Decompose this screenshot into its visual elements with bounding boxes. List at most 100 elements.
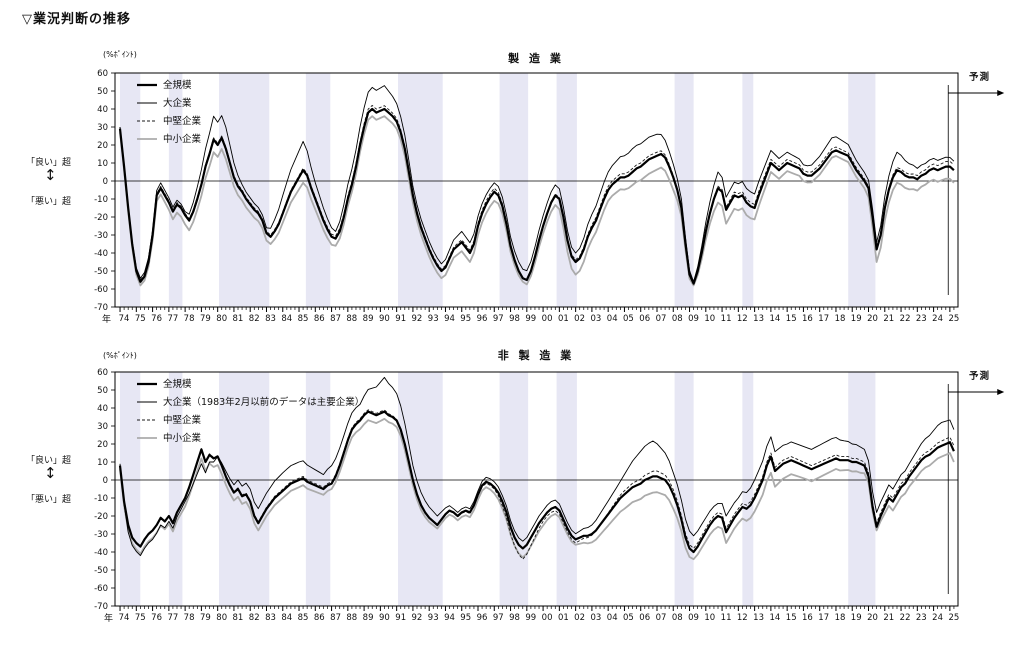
svg-text:78: 78 xyxy=(184,314,195,324)
svg-text:18: 18 xyxy=(835,613,846,623)
svg-text:-60: -60 xyxy=(94,285,108,295)
svg-text:78: 78 xyxy=(184,613,195,623)
bad-side-label-bottom: 「悪い」超 xyxy=(26,495,72,505)
svg-text:12: 12 xyxy=(737,314,748,324)
svg-text:25: 25 xyxy=(948,314,959,324)
series-small xyxy=(119,115,955,287)
svg-text:17: 17 xyxy=(818,314,829,324)
svg-text:84: 84 xyxy=(281,314,292,324)
svg-text:11: 11 xyxy=(721,613,732,623)
svg-text:-10: -10 xyxy=(94,494,108,504)
svg-text:30: 30 xyxy=(97,422,108,432)
svg-text:50: 50 xyxy=(97,386,108,396)
y-axis-ticks: 60 50 40 30 20 10 0 -10 -20 -30 -40 -50 -60 -70 xyxy=(94,69,115,313)
forecast-arrow-icon xyxy=(948,389,1005,395)
svg-text:85: 85 xyxy=(298,314,309,324)
svg-text:10: 10 xyxy=(704,314,715,324)
svg-text:17: 17 xyxy=(818,613,829,623)
plot-frame xyxy=(114,371,959,607)
legend-label-large: 大企業 xyxy=(163,97,192,109)
svg-text:08: 08 xyxy=(672,613,683,623)
svg-text:97: 97 xyxy=(493,613,504,623)
svg-text:03: 03 xyxy=(590,613,601,623)
svg-text:15: 15 xyxy=(786,314,797,324)
svg-text:95: 95 xyxy=(460,613,471,623)
manufacturing-chart: 60 50 40 30 20 10 0 -10 -20 -30 -40 -50 -60 -70 74 75 76… xyxy=(94,69,1005,324)
svg-text:-40: -40 xyxy=(94,548,108,558)
svg-text:14: 14 xyxy=(769,613,780,623)
series-small xyxy=(119,417,955,561)
legend-label-large: 大企業（1983年2月以前のデータは主要企業） xyxy=(163,396,364,408)
svg-text:05: 05 xyxy=(623,613,634,623)
svg-text:84: 84 xyxy=(281,613,292,623)
svg-text:90: 90 xyxy=(379,613,390,623)
svg-text:75: 75 xyxy=(135,314,146,324)
legend-label-medium: 中堅企業 xyxy=(163,115,202,127)
svg-text:16: 16 xyxy=(802,314,813,324)
svg-text:76: 76 xyxy=(151,314,162,324)
svg-text:23: 23 xyxy=(916,314,927,324)
svg-text:06: 06 xyxy=(639,314,650,324)
plot-frame xyxy=(114,72,959,308)
svg-text:0: 0 xyxy=(103,476,108,486)
svg-text:04: 04 xyxy=(607,613,618,623)
legend-label-medium: 中堅企業 xyxy=(163,414,202,426)
svg-text:-40: -40 xyxy=(94,249,108,259)
svg-text:75: 75 xyxy=(135,613,146,623)
legend-label-small: 中小企業 xyxy=(163,133,202,145)
svg-text:01: 01 xyxy=(558,613,569,623)
svg-text:80: 80 xyxy=(216,314,227,324)
svg-text:96: 96 xyxy=(477,314,488,324)
svg-text:83: 83 xyxy=(265,613,276,623)
svg-text:77: 77 xyxy=(167,613,178,623)
svg-text:82: 82 xyxy=(249,314,260,324)
svg-text:13: 13 xyxy=(753,613,764,623)
svg-text:89: 89 xyxy=(363,613,374,623)
svg-text:86: 86 xyxy=(314,613,325,623)
unit-label-top: (%ﾎﾟｲﾝﾄ) xyxy=(103,50,137,59)
svg-text:94: 94 xyxy=(444,613,455,623)
year-axis-label-top: 年 xyxy=(102,315,112,325)
chart-title-manufacturing: 製 造 業 xyxy=(508,52,564,65)
svg-text:98: 98 xyxy=(509,613,520,623)
svg-text:74: 74 xyxy=(119,314,130,324)
svg-text:93: 93 xyxy=(428,314,439,324)
forecast-label-top: 予測 xyxy=(969,72,991,83)
svg-text:-20: -20 xyxy=(94,512,108,522)
svg-text:-20: -20 xyxy=(94,213,108,223)
svg-text:-70: -70 xyxy=(94,602,108,612)
svg-text:81: 81 xyxy=(232,613,243,623)
svg-text:98: 98 xyxy=(509,314,520,324)
svg-text:82: 82 xyxy=(249,613,260,623)
updown-arrow-top-icon: ↕ xyxy=(44,166,57,184)
svg-text:21: 21 xyxy=(883,613,894,623)
svg-text:91: 91 xyxy=(395,613,406,623)
svg-text:24: 24 xyxy=(932,613,943,623)
svg-text:40: 40 xyxy=(97,404,108,414)
updown-arrow-bottom-icon: ↕ xyxy=(44,464,57,482)
legend-label-small: 中小企業 xyxy=(163,432,202,444)
svg-text:96: 96 xyxy=(477,613,488,623)
svg-text:06: 06 xyxy=(639,613,650,623)
bad-side-label-top: 「悪い」超 xyxy=(26,197,72,207)
series-all-scale xyxy=(118,410,955,554)
svg-text:20: 20 xyxy=(97,440,108,450)
svg-text:19: 19 xyxy=(851,314,862,324)
svg-text:79: 79 xyxy=(200,613,211,623)
svg-text:88: 88 xyxy=(346,314,357,324)
svg-text:19: 19 xyxy=(851,613,862,623)
series-all-scale xyxy=(118,107,955,285)
svg-text:50: 50 xyxy=(97,87,108,97)
svg-text:11: 11 xyxy=(721,314,732,324)
svg-text:02: 02 xyxy=(574,613,585,623)
legend-label-all: 全規模 xyxy=(163,378,192,390)
svg-text:87: 87 xyxy=(330,613,341,623)
svg-text:20: 20 xyxy=(867,314,878,324)
svg-text:13: 13 xyxy=(753,314,764,324)
svg-text:40: 40 xyxy=(97,105,108,115)
svg-text:95: 95 xyxy=(460,314,471,324)
svg-text:25: 25 xyxy=(948,613,959,623)
